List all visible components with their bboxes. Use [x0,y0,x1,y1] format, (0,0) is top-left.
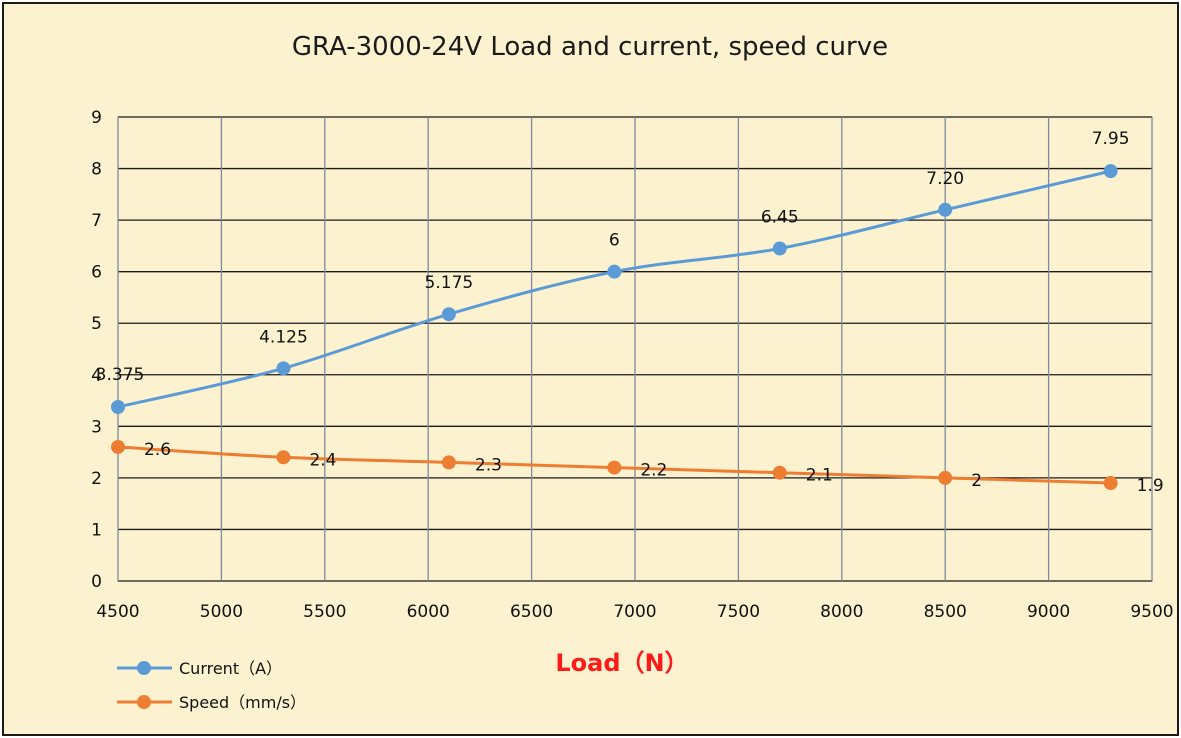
data-label: 2.6 [144,440,171,460]
data-label: 7.95 [1092,129,1130,149]
y-tick-label: 9 [91,108,102,128]
chart-title: GRA-3000-24V Load and current, speed cur… [292,32,888,62]
data-point [441,307,456,322]
x-tick-label: 5000 [200,602,243,622]
data-label: 1.9 [1137,476,1164,496]
data-label: 2 [971,471,982,491]
legend-marker [137,695,151,709]
data-point [607,264,622,279]
legend: Current（A） Speed（mm/s） [117,659,306,712]
data-point [1103,476,1118,491]
data-point [441,455,456,470]
x-tick-label: 8000 [820,602,863,622]
data-label: 7.20 [926,169,964,189]
data-label: 6.45 [761,207,799,227]
x-tick-label: 9500 [1130,602,1173,622]
legend-marker [137,661,151,675]
grid [117,116,1153,582]
x-tick-label: 6500 [510,602,553,622]
legend-label: Current（A） [179,659,282,678]
legend-label: Speed（mm/s） [179,693,306,712]
data-point [938,470,953,485]
axes: 0 1 2 3 4 5 6 7 8 9 4500 5000 5500 6000 6500 7000 7500 80… [91,108,1173,622]
x-tick-label: 4500 [96,602,139,622]
data-point [607,460,622,475]
y-tick-label: 1 [91,520,102,540]
y-tick-label: 8 [91,160,102,180]
y-tick-label: 4 [91,366,102,386]
data-point [772,241,787,256]
x-tick-label: 7500 [717,602,760,622]
data-point [938,202,953,217]
x-axis-title: Load（N） [555,649,688,677]
y-tick-label: 0 [91,572,102,592]
y-tick-label: 7 [91,211,102,231]
y-tick-label: 5 [91,314,102,334]
x-tick-label: 6000 [407,602,450,622]
data-point [111,400,125,414]
data-label: 2.2 [640,461,667,481]
x-tick-label: 9000 [1027,602,1070,622]
x-tick-label: 8500 [924,602,967,622]
series-1: 2.6 2.4 2.3 2.2 2.1 2 1.9 [111,439,1164,496]
data-label: 5.175 [425,273,474,293]
data-point [772,465,787,480]
series-line [117,169,1111,409]
data-label: 6 [609,231,620,251]
x-tick-label: 7000 [613,602,656,622]
data-label: 4.125 [259,327,308,347]
data-point [111,439,125,454]
legend-item: Speed（mm/s） [117,693,306,712]
series-layer: 3.375 4.125 5.175 6 6.45 7.20 7.95 2.6 2.4 2.3 2.2… [96,129,1164,496]
y-tick-label: 3 [91,417,102,437]
data-label: 2.4 [309,450,336,470]
data-label: 2.1 [806,466,833,486]
data-point [1103,164,1118,179]
data-label: 2.3 [475,455,502,475]
legend-item: Current（A） [117,659,282,678]
x-tick-label: 5500 [303,602,346,622]
data-point [276,361,291,376]
data-point [276,450,291,465]
series-0: 3.375 4.125 5.175 6 6.45 7.20 7.95 [96,129,1130,414]
y-tick-label: 2 [91,469,102,489]
y-tick-label: 6 [91,263,102,283]
data-label: 3.375 [96,365,145,385]
